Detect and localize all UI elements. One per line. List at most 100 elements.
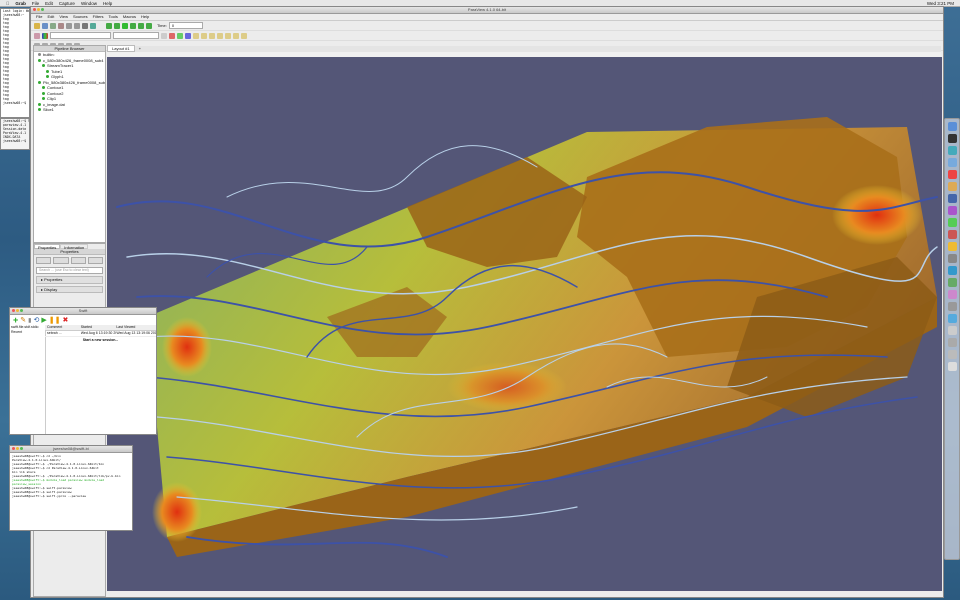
close-window-button[interactable] bbox=[33, 8, 36, 11]
tab-properties[interactable]: Properties bbox=[34, 244, 61, 250]
calendar-icon[interactable] bbox=[947, 170, 957, 179]
color-by-select[interactable] bbox=[50, 32, 111, 39]
display-section-header[interactable]: ▸ Display bbox=[36, 285, 103, 293]
zoom-window-button[interactable] bbox=[41, 8, 44, 11]
time-input[interactable]: 0 bbox=[168, 22, 203, 29]
menu-macros[interactable]: Macros bbox=[122, 14, 137, 19]
menu-sources[interactable]: Sources bbox=[72, 14, 88, 19]
menubar-item-help[interactable]: Help bbox=[99, 0, 112, 6]
menu-tools[interactable]: Tools bbox=[108, 14, 118, 19]
filter-stream-icon[interactable] bbox=[233, 32, 239, 39]
add-icon[interactable]: + bbox=[13, 315, 19, 325]
sidebar-item-recent[interactable]: Recent bbox=[11, 329, 23, 334]
representation-select[interactable] bbox=[113, 32, 159, 39]
zoom-window-button[interactable] bbox=[20, 309, 23, 312]
add-layout-tab[interactable]: + bbox=[138, 46, 142, 51]
minimize-window-button[interactable] bbox=[16, 309, 19, 312]
eye-icon[interactable] bbox=[46, 69, 49, 73]
app-icon[interactable] bbox=[947, 266, 957, 275]
app-icon[interactable] bbox=[947, 326, 957, 335]
app-icon[interactable] bbox=[947, 230, 957, 239]
app-icon[interactable] bbox=[947, 302, 957, 311]
app-icon[interactable] bbox=[947, 290, 957, 299]
menu-file[interactable]: File bbox=[36, 14, 43, 19]
filter-threshold-icon[interactable] bbox=[225, 32, 231, 39]
pipeline-item[interactable]: Clip1 bbox=[34, 96, 105, 102]
undo-icon[interactable] bbox=[66, 22, 72, 29]
apply-button[interactable] bbox=[36, 257, 52, 264]
sidebar-item-stdio[interactable]: swift.file.stdf.stdio bbox=[11, 325, 39, 329]
trash-icon[interactable]: ▮ bbox=[28, 317, 32, 324]
swift-titlebar[interactable]: Swift bbox=[10, 308, 156, 315]
eye-icon[interactable] bbox=[42, 91, 45, 95]
menubar-app-name[interactable]: Grab bbox=[12, 0, 26, 6]
zoom-window-button[interactable] bbox=[20, 447, 23, 450]
pipeline-item[interactable]: builtin: bbox=[34, 52, 105, 58]
redo-icon[interactable] bbox=[74, 22, 80, 29]
menu-filters[interactable]: Filters bbox=[92, 14, 104, 19]
render-view[interactable] bbox=[107, 57, 942, 591]
start-session-link[interactable]: Start a new session... bbox=[82, 338, 119, 342]
menu-edit[interactable]: Edit bbox=[47, 14, 55, 19]
table-row[interactable]: sebrah ... Wed Aug 6 13:19:30 2014 Wed A… bbox=[45, 331, 156, 337]
paraview-titlebar[interactable]: ParaView 4.1.0 64-bit bbox=[31, 7, 943, 14]
pipeline-item[interactable]: Tube1 bbox=[34, 69, 105, 75]
app-icon[interactable] bbox=[947, 278, 957, 287]
filter-clip-icon[interactable] bbox=[209, 32, 215, 39]
filter-slice-icon[interactable] bbox=[217, 32, 223, 39]
loop-icon[interactable] bbox=[146, 22, 152, 29]
colormap-icon[interactable] bbox=[42, 32, 48, 39]
disconnect-icon[interactable] bbox=[58, 22, 64, 29]
menu-help[interactable]: Help bbox=[141, 14, 150, 19]
eye-icon[interactable] bbox=[42, 86, 45, 90]
pipeline-item[interactable]: Glyph1 bbox=[34, 74, 105, 80]
share-icon[interactable]: ⟲ bbox=[33, 317, 40, 324]
minimize-window-button[interactable] bbox=[37, 8, 40, 11]
pipeline-item[interactable]: StreamTracer1 bbox=[34, 63, 105, 69]
close-window-button[interactable] bbox=[12, 309, 15, 312]
axis-x-icon[interactable] bbox=[169, 32, 175, 39]
rescale-icon[interactable] bbox=[34, 32, 40, 39]
render-canvas[interactable] bbox=[107, 57, 942, 591]
eye-icon[interactable] bbox=[38, 108, 41, 112]
help-button[interactable] bbox=[87, 257, 103, 264]
tab-information[interactable]: Information bbox=[60, 244, 89, 250]
eye-icon[interactable] bbox=[46, 75, 49, 79]
stop-icon[interactable]: ✖ bbox=[62, 317, 69, 324]
column-header[interactable]: Last Viewed bbox=[116, 325, 136, 329]
prev-frame-icon[interactable] bbox=[114, 22, 120, 29]
last-frame-icon[interactable] bbox=[138, 22, 144, 29]
save-icon[interactable] bbox=[42, 22, 48, 29]
menubar-item-edit[interactable]: Edit bbox=[41, 0, 53, 6]
next-frame-icon[interactable] bbox=[130, 22, 136, 29]
app-icon[interactable] bbox=[947, 338, 957, 347]
terminal-content[interactable]: jseeshw08@swift:~$ cd ~/bin ParaView-4.1… bbox=[10, 453, 132, 499]
app-icon[interactable] bbox=[947, 206, 957, 215]
app-icon[interactable] bbox=[947, 218, 957, 227]
photos-icon[interactable] bbox=[947, 182, 957, 191]
filter-glyph-icon[interactable] bbox=[241, 32, 247, 39]
terminal-app-icon[interactable] bbox=[947, 134, 957, 143]
properties-search-input[interactable]: Search ... (use Esc to clear text) bbox=[36, 267, 103, 274]
menubar-item-capture[interactable]: Capture bbox=[55, 0, 75, 6]
pipeline-item[interactable]: c_image.dat bbox=[34, 102, 105, 108]
tab-layout-1[interactable]: Layout #1 bbox=[107, 45, 135, 52]
menubar-item-window[interactable]: Window bbox=[77, 0, 97, 6]
terminal-titlebar[interactable]: jseeshw08@swift-bi bbox=[10, 446, 132, 453]
connect-icon[interactable] bbox=[50, 22, 56, 29]
safari-icon[interactable] bbox=[947, 146, 957, 155]
eye-icon[interactable] bbox=[38, 80, 41, 84]
pipeline-item[interactable]: Plo_580x380x426_frame0008_sub bbox=[34, 80, 105, 86]
app-icon[interactable] bbox=[947, 314, 957, 323]
run-icon[interactable]: ▶ bbox=[41, 317, 47, 324]
delete-button[interactable] bbox=[70, 257, 86, 264]
reset-camera-icon[interactable] bbox=[161, 32, 167, 39]
reset-button[interactable] bbox=[53, 257, 69, 264]
apple-icon[interactable]:  bbox=[6, 1, 9, 6]
pipeline-item[interactable]: Slice1 bbox=[34, 107, 105, 113]
filter-calculator-icon[interactable] bbox=[193, 32, 199, 39]
eye-icon[interactable] bbox=[38, 102, 41, 106]
axis-z-icon[interactable] bbox=[185, 32, 191, 39]
help-icon[interactable] bbox=[90, 22, 96, 29]
pipeline-item[interactable]: c_580x380x426_frame0008_sub4 bbox=[34, 58, 105, 64]
